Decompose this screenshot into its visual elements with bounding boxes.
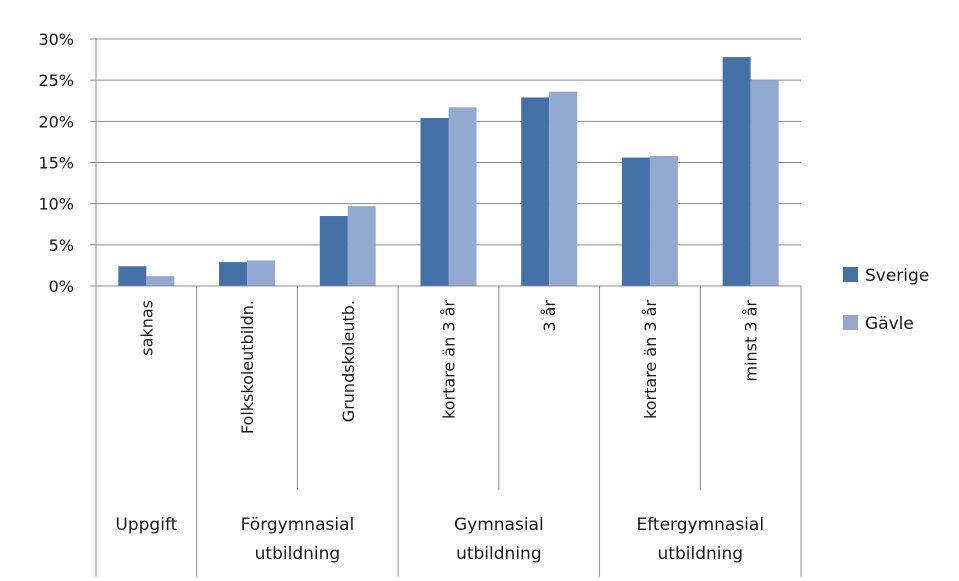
y-tick-label: 15% (38, 154, 74, 173)
bar-sverige (722, 57, 751, 286)
bar-sverige (521, 97, 550, 286)
bar-sverige (219, 262, 248, 286)
bar-sverige (420, 118, 449, 286)
legend-label-gävle: Gävle (865, 314, 914, 334)
group-label: Gymnasial (454, 515, 544, 535)
bar-gävle (146, 276, 175, 286)
group-label: Uppgift (115, 515, 177, 535)
y-tick-label: 0% (49, 277, 74, 296)
legend-swatch-gävle (843, 315, 858, 330)
group-labels: Uppgift Förgymnasial utbildning Gymnasial ut… (115, 515, 764, 564)
category-label: kortare än 3 år (440, 300, 459, 419)
bar-sverige (319, 216, 348, 286)
group-label: Förgymnasial (241, 515, 355, 535)
bar-gävle (347, 206, 376, 286)
y-tick-label: 10% (38, 195, 74, 214)
x-axis (95, 38, 802, 577)
bar-gävle (649, 155, 678, 286)
y-tick-label: 5% (49, 236, 74, 255)
category-label: Grundskoleutb. (339, 300, 358, 422)
y-axis-tick-labels: 0% 5% 10% 15% 20% 25% 30% (38, 30, 96, 296)
legend: Sverige Gävle (843, 266, 929, 334)
bar-sverige (621, 157, 650, 286)
bars (118, 57, 779, 287)
category-label: kortare än 3 år (641, 300, 660, 419)
category-label: Folkskoleutbildn. (238, 300, 257, 434)
bar-gävle (448, 107, 477, 286)
y-tick-label: 30% (38, 30, 74, 49)
bar-gävle (549, 91, 578, 287)
category-label: 3 år (540, 300, 559, 332)
legend-label-sverige: Sverige (865, 266, 929, 286)
group-label: utbildning (255, 544, 341, 564)
y-tick-label: 25% (38, 71, 74, 90)
bar-gävle (750, 80, 779, 287)
category-labels: saknas Folkskoleutbildn. Grundskoleutb. kor… (137, 300, 760, 435)
y-tick-label: 20% (38, 112, 74, 131)
category-label: saknas (137, 300, 156, 356)
category-label: minst 3 år (742, 300, 761, 382)
group-label: utbildning (456, 544, 542, 564)
legend-swatch-sverige (843, 267, 858, 282)
group-label: Eftergymnasial (636, 515, 764, 535)
group-label: utbildning (658, 544, 744, 564)
bar-gävle (247, 260, 276, 286)
bar-sverige (118, 266, 147, 286)
